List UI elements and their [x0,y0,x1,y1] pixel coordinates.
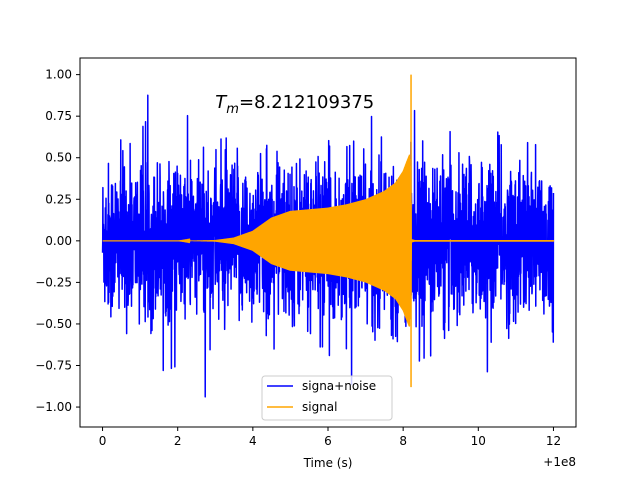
y-tick-label: 0.75 [45,109,72,123]
x-tick-label: 0 [99,434,107,448]
x-tick-label: 8 [399,434,407,448]
series-line-signal [102,154,555,327]
tm-annotation-value: =8.212109375 [239,92,374,113]
x-tick-label: 10 [471,434,486,448]
tm-annotation-symbol: T [215,92,228,113]
x-offset-label: +1e8 [543,455,576,469]
x-tick-label: 2 [174,434,182,448]
tm-annotation: Tm=8.212109375 [215,92,374,117]
x-axis-label: Time (s) [303,456,353,470]
x-tick-label: 4 [249,434,257,448]
legend-label-signa-noise: signa+noise [302,379,376,393]
legend-label-signal: signal [302,400,338,414]
y-tick-label: −1.00 [35,400,72,414]
legend-box [261,375,393,421]
y-tick-label: 0.00 [45,234,72,248]
x-tick-label: 12 [546,434,561,448]
x-tick-label: 6 [324,434,332,448]
y-tick-label: 0.50 [45,151,72,165]
series-signal [102,74,555,388]
legend: signa+noise signal [261,375,393,421]
y-tick-label: 0.25 [45,192,72,206]
y-tick-label: −0.75 [35,359,72,373]
x-axis: 0 2 4 6 8 10 12 [99,427,561,448]
plot-area [101,74,555,398]
y-tick-label: −0.50 [35,317,72,331]
y-axis: −1.00 −0.75 −0.50 −0.25 0.00 0.25 0.50 0.75 1.00 [35,68,80,414]
y-tick-label: −0.25 [35,275,72,289]
tm-annotation-subscript: m [226,102,239,117]
y-tick-label: 1.00 [45,68,72,82]
